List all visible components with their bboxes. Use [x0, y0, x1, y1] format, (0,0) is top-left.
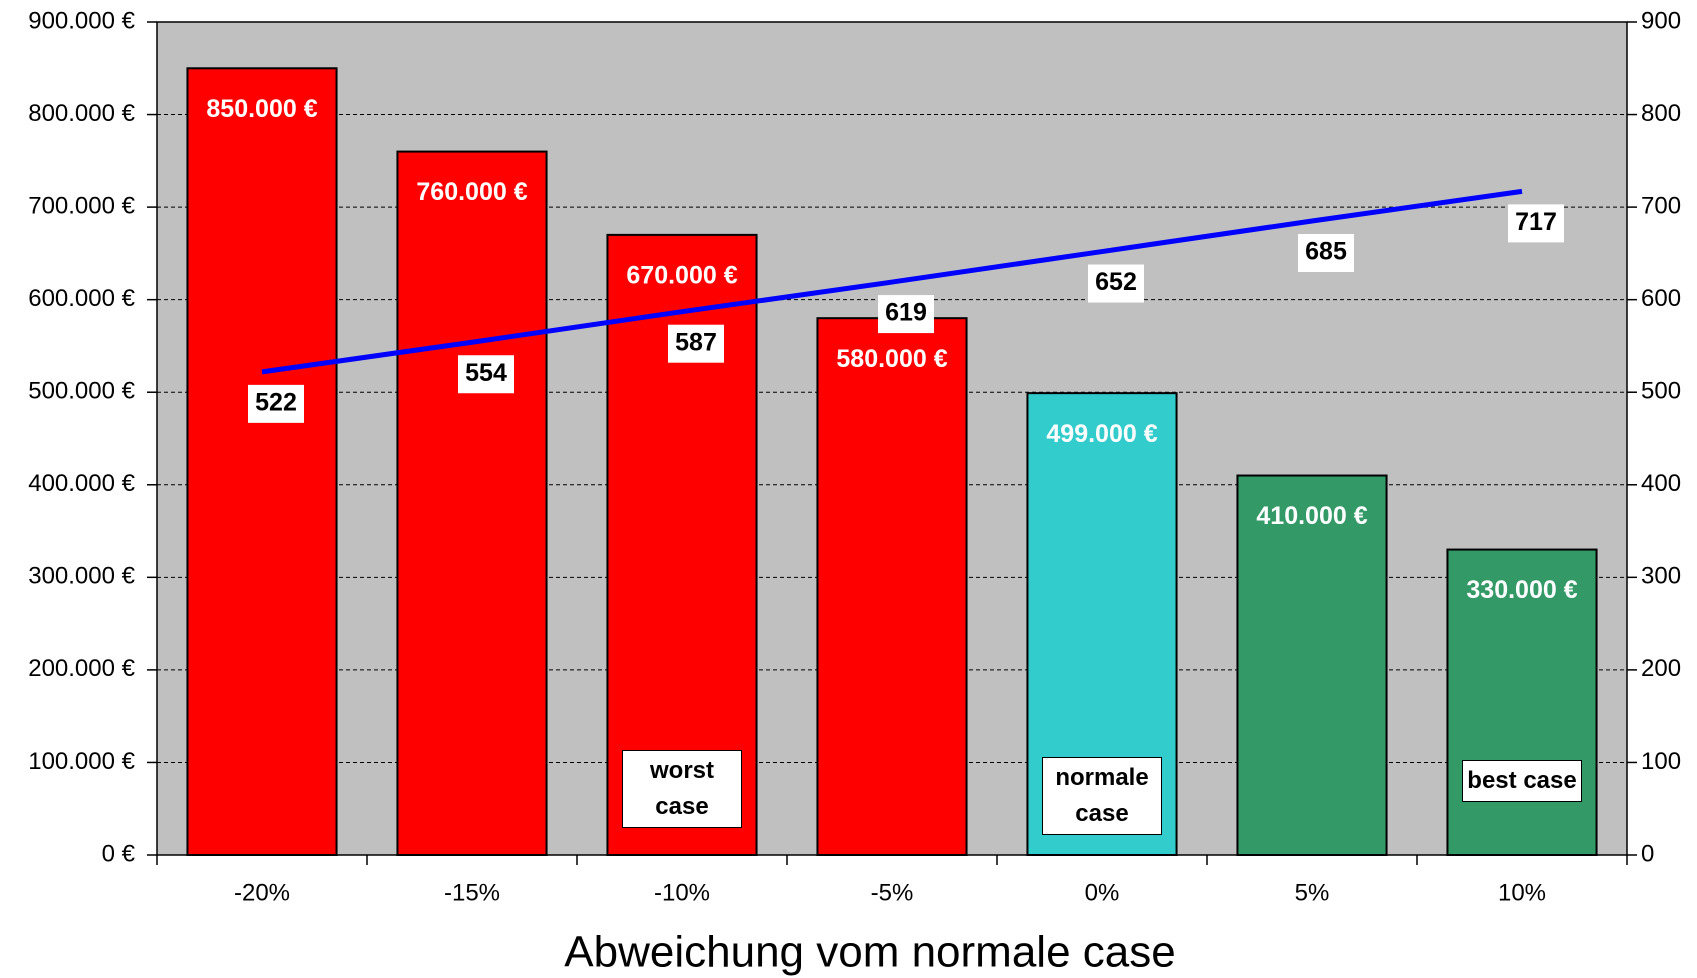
line-label-box [668, 324, 724, 363]
annotation: best case [1462, 760, 1582, 802]
y-tick-label: 100.000 € [28, 748, 135, 775]
line-label-box [878, 295, 934, 334]
bar [1236, 474, 1388, 856]
y2-tick-label: 100 [1641, 748, 1681, 775]
x-tick-label: -20% [234, 879, 290, 906]
y-tick-label: 0 € [102, 840, 136, 867]
y-tick-label: 900.000 € [28, 7, 135, 34]
y-tick-label: 200.000 € [28, 655, 135, 682]
bar-value-label: 580.000 € [836, 345, 947, 373]
annotation: normale case [1042, 757, 1162, 835]
y-tick-label: 800.000 € [28, 100, 135, 127]
y-tick-label: 500.000 € [28, 378, 135, 405]
y-tick-label: 700.000 € [28, 192, 135, 219]
x-tick-label: -15% [444, 879, 500, 906]
x-tick-label: -10% [654, 879, 710, 906]
line-value-label: 587 [675, 328, 717, 356]
bar [396, 150, 548, 857]
line [261, 188, 1523, 375]
x-tick-label: 0% [1085, 879, 1120, 906]
line-value-label: 554 [465, 359, 507, 387]
bar [816, 317, 968, 856]
line-value-label: 619 [885, 299, 927, 327]
y2-tick-label: 800 [1641, 100, 1681, 127]
y-tick-label: 400.000 € [28, 470, 135, 497]
line-value-label: 717 [1515, 208, 1557, 236]
y2-tick-label: 300 [1641, 563, 1681, 590]
bar-value-label: 330.000 € [1466, 576, 1577, 604]
bar [186, 67, 338, 857]
x-axis-title: Abweichung vom normale case [564, 928, 1175, 977]
bar-value-label: 410.000 € [1256, 502, 1367, 530]
bar [1446, 548, 1598, 856]
line-label-box [1088, 264, 1144, 303]
bar-value-label: 850.000 € [206, 95, 317, 123]
y2-tick-label: 400 [1641, 470, 1681, 497]
y2-tick-label: 0 [1641, 840, 1654, 867]
line-label-box [1508, 204, 1564, 243]
line-label-box [1298, 233, 1354, 272]
y2-tick-label: 700 [1641, 192, 1681, 219]
line-value-label: 522 [255, 388, 297, 416]
annotation: worst case [622, 750, 742, 828]
line-label-box [458, 355, 514, 394]
line-label-box [248, 384, 304, 423]
y2-tick-label: 200 [1641, 655, 1681, 682]
bar-value-label: 760.000 € [416, 178, 527, 206]
bar-value-label: 670.000 € [626, 261, 737, 289]
y2-tick-label: 500 [1641, 378, 1681, 405]
bar-value-label: 499.000 € [1046, 420, 1157, 448]
y-tick-label: 600.000 € [28, 285, 135, 312]
x-tick-label: -5% [871, 879, 914, 906]
line-value-label: 685 [1305, 238, 1347, 266]
y2-tick-label: 600 [1641, 285, 1681, 312]
line-value-label: 652 [1095, 268, 1137, 296]
y2-tick-label: 900 [1641, 7, 1681, 34]
x-tick-label: 5% [1295, 879, 1330, 906]
y-tick-label: 300.000 € [28, 563, 135, 590]
x-tick-label: 10% [1498, 879, 1546, 906]
